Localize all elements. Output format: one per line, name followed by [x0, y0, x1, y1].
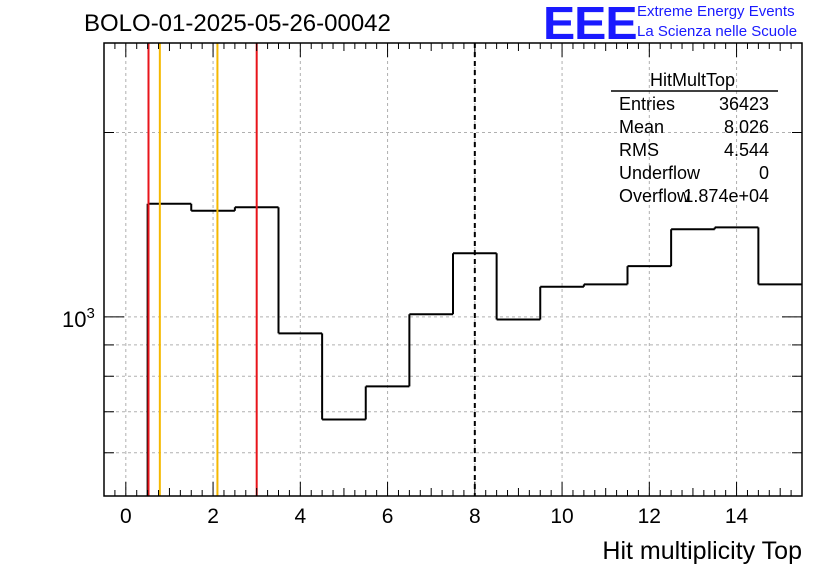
stats-label: Entries [619, 94, 675, 114]
y-tick-label: 103 [62, 305, 95, 332]
stats-value: 8.026 [724, 117, 769, 137]
logo-line-2: La Scienza nelle Scuole [637, 23, 798, 40]
axes: 0 2 4 6 8 10 12 14 103 Hit multiplicity Top [62, 42, 803, 565]
stats-value: 36423 [719, 94, 769, 114]
x-tick-label: 6 [382, 505, 394, 528]
x-tick-label: 4 [294, 505, 306, 528]
stats-label: Overflow [619, 186, 691, 206]
stats-value: 1.874e+04 [683, 186, 769, 206]
x-tick-label: 12 [638, 505, 661, 528]
stats-label: RMS [619, 140, 659, 160]
x-axis-title: Hit multiplicity Top [602, 537, 802, 565]
eee-logo: EEE [543, 0, 638, 49]
marker-lines [147, 43, 476, 496]
stats-value: 4.544 [724, 140, 769, 160]
stats-title: HitMultTop [650, 70, 735, 90]
chart-title: BOLO-01-2025-05-26-00042 [84, 10, 391, 37]
x-tick-label: 14 [725, 505, 749, 528]
x-tick-label: 2 [207, 505, 219, 528]
stats-value: 0 [759, 163, 769, 183]
x-tick-label: 0 [120, 505, 132, 528]
x-tick-label: 8 [469, 505, 481, 528]
grid [104, 43, 802, 496]
stats-label: Mean [619, 117, 664, 137]
logo-line-1: Extreme Energy Events [637, 3, 795, 20]
stats-box: HitMultTop Entries 36423 Mean 8.026 RMS 4.544 U… [611, 70, 778, 206]
stats-label: Underflow [619, 163, 701, 183]
x-tick-label: 10 [550, 505, 573, 528]
